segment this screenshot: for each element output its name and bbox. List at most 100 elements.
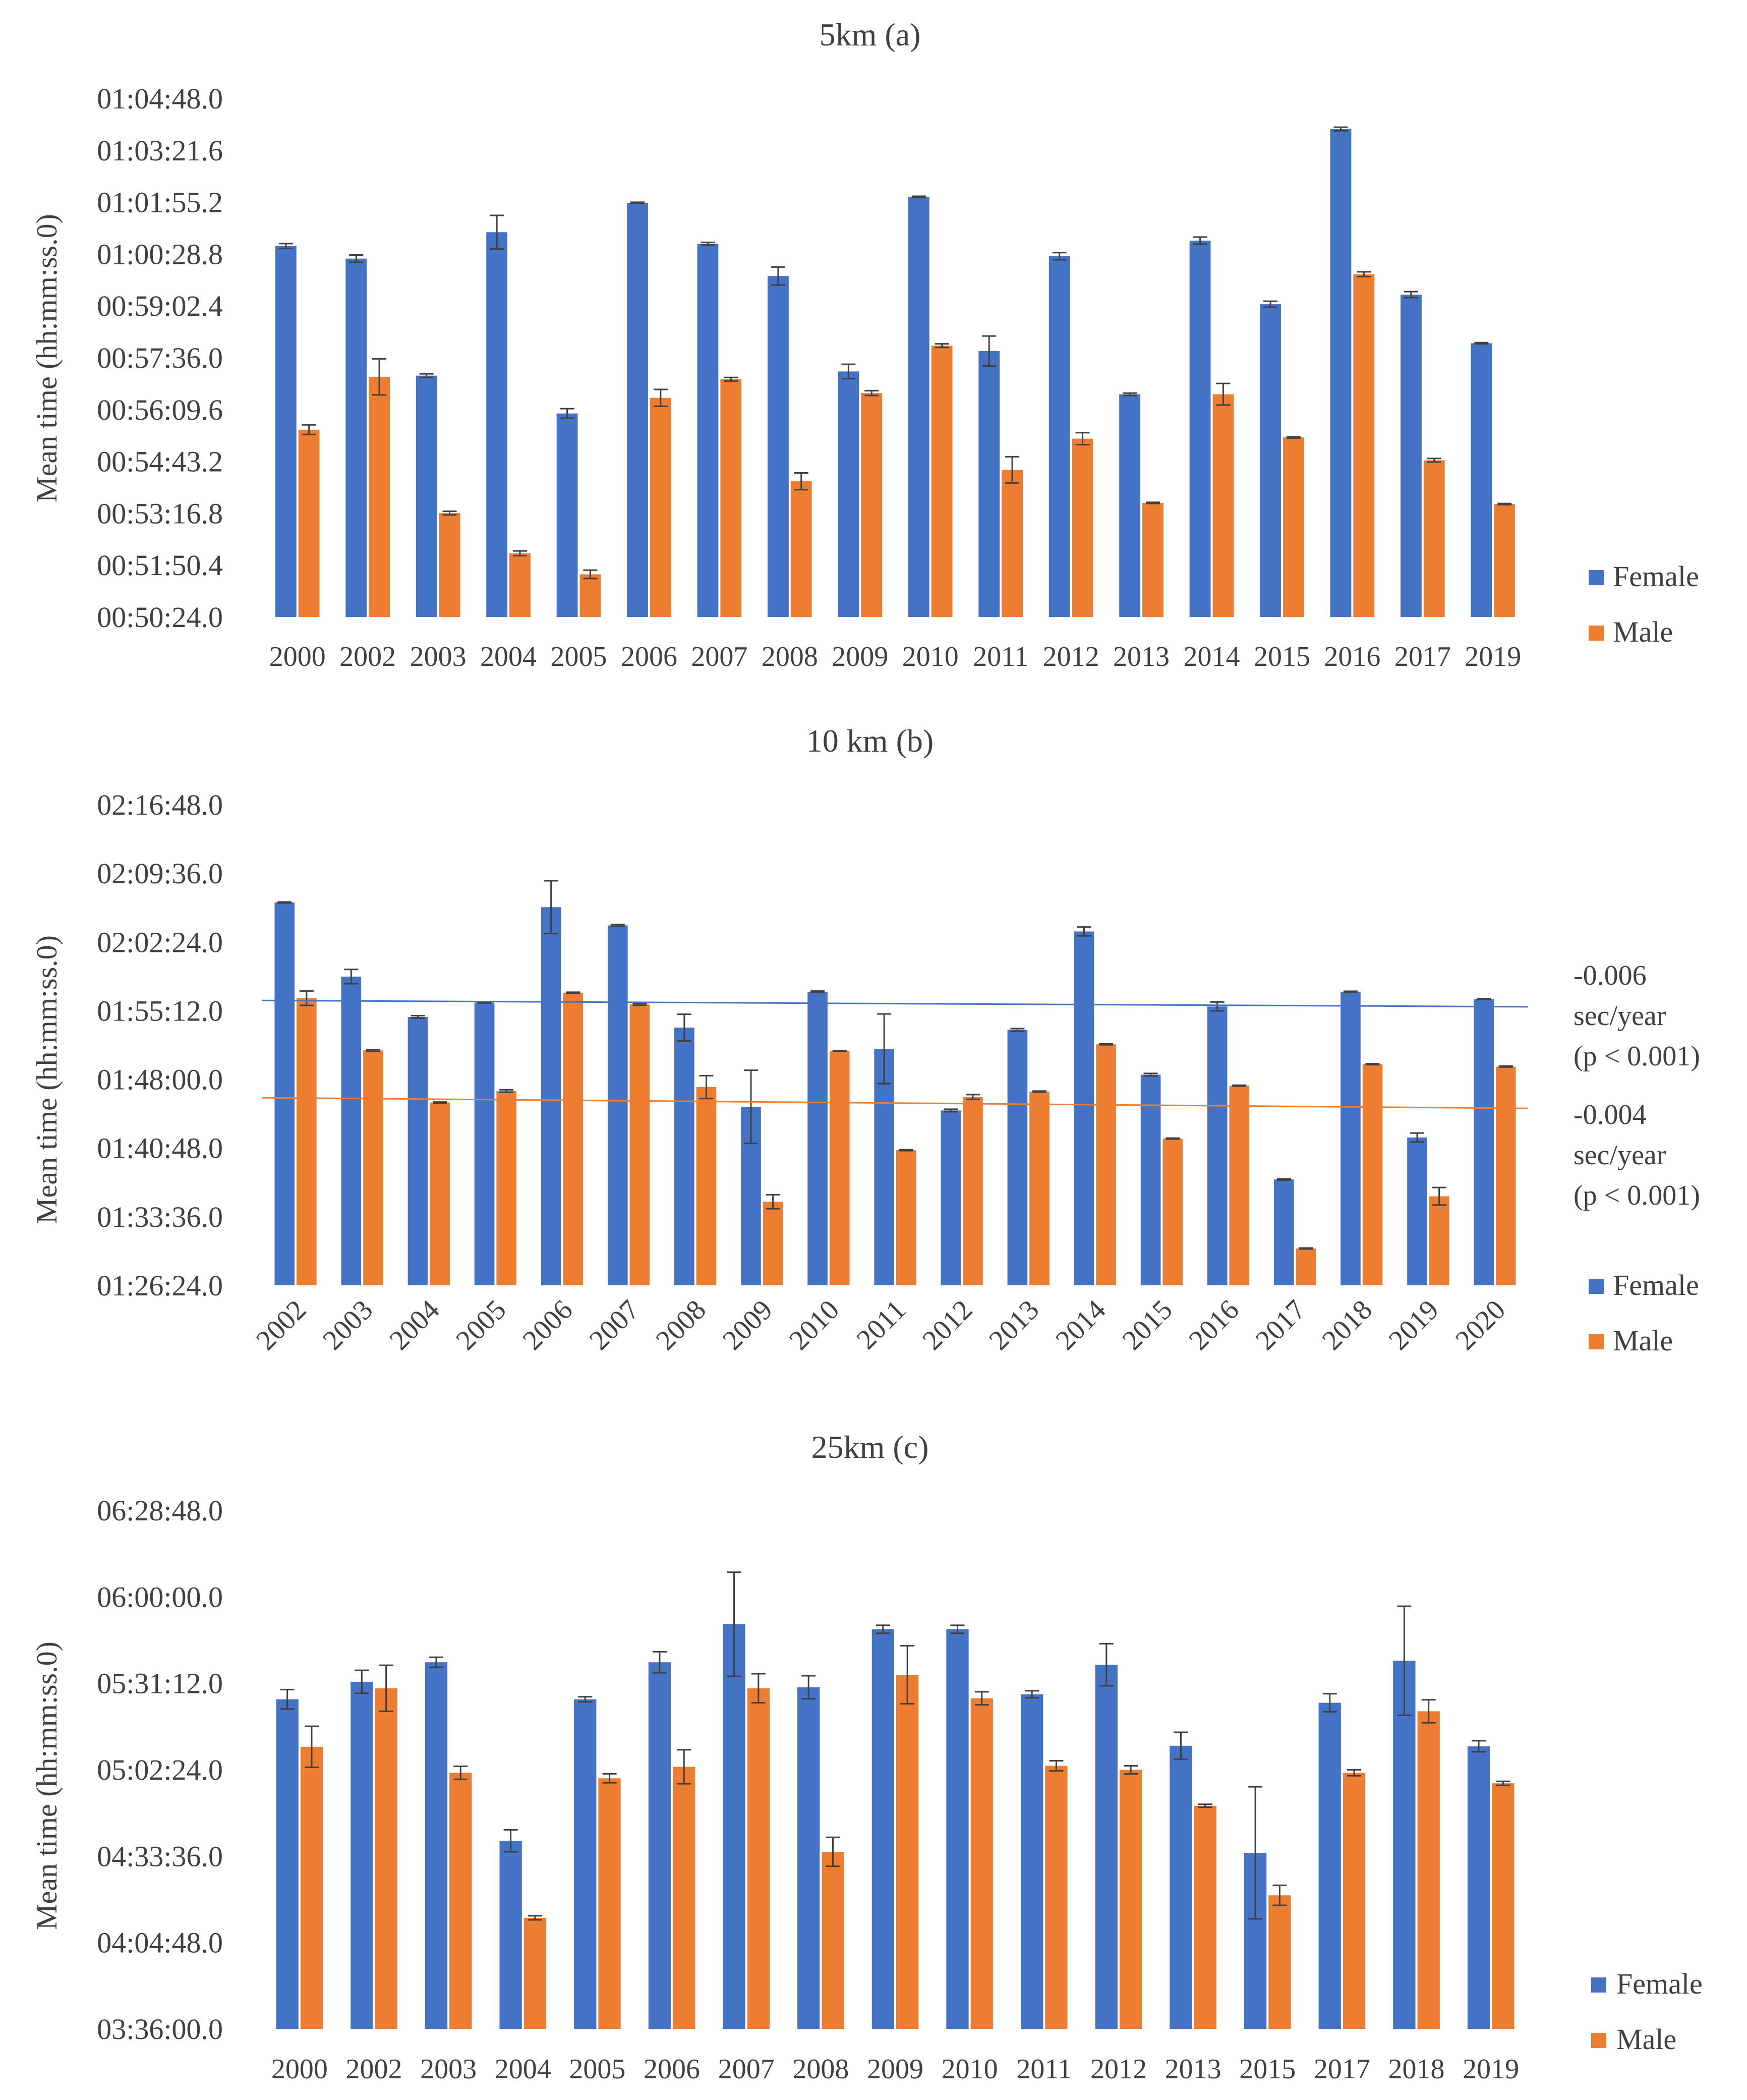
error-bar-female-2000 xyxy=(278,243,293,249)
error-bar-female-2009 xyxy=(841,363,856,380)
error-bar-male-2005 xyxy=(499,1089,514,1093)
error-bar-female-2006 xyxy=(544,880,558,935)
y-tick-labels: 03:36:00.0 04:04:48.0 04:33:36.0 05:02:24.0… xyxy=(97,1494,223,2046)
bar-male-2013 xyxy=(1142,502,1163,617)
error-bar-female-2016 xyxy=(1210,1001,1225,1012)
error-bar-male-2018 xyxy=(1421,1699,1436,1724)
bar-female-2007 xyxy=(723,1624,745,2029)
annotation-male-value: -0.004 xyxy=(1574,1099,1647,1130)
bar-male-2009 xyxy=(861,393,883,617)
error-bar-male-2010 xyxy=(832,1050,847,1052)
bar-male-2014 xyxy=(1212,394,1234,617)
bar-female-2019 xyxy=(1407,1137,1427,1285)
error-bar-male-2003 xyxy=(453,1765,468,1780)
bar-female-2005 xyxy=(574,1699,597,2029)
x-tick-labels: 2000 2002 2003 2004 2005 2006 2007 2008 2009 2010… xyxy=(269,641,1522,672)
y-tick-label: 00:53:16.8 xyxy=(97,497,223,530)
error-bar-male-2014 xyxy=(1216,382,1231,406)
error-bar-male-2013 xyxy=(1032,1090,1047,1093)
x-tick-label: 2015 xyxy=(1239,2054,1296,2085)
error-bar-male-2004 xyxy=(528,1915,542,1921)
trendline-female xyxy=(262,999,1529,1008)
y-tick-label: 02:02:24.0 xyxy=(97,926,223,958)
legend: Female Male xyxy=(1591,1967,1703,2056)
legend-swatch-male xyxy=(1591,2033,1606,2048)
x-tick-label: 2017 xyxy=(1314,2054,1370,2085)
bar-female-2016 xyxy=(1330,129,1352,617)
bar-male-2017 xyxy=(1343,1773,1366,2029)
annotation-male-unit: sec/year xyxy=(1574,1140,1666,1171)
error-bar-female-2011 xyxy=(877,1013,892,1085)
bar-female-2014 xyxy=(1189,240,1211,617)
x-tick-label: 2009 xyxy=(867,2054,923,2085)
bar-female-2003 xyxy=(416,375,437,617)
y-tick-label: 00:59:02.4 xyxy=(97,290,223,322)
y-tick-label: 01:01:55.2 xyxy=(97,186,223,219)
bar-male-2004 xyxy=(509,553,531,617)
x-tick-label: 2013 xyxy=(1165,2054,1221,2085)
y-tick-label: 00:51:50.4 xyxy=(97,549,223,582)
bar-male-2012 xyxy=(1072,438,1093,617)
error-bar-male-2009 xyxy=(864,389,879,396)
bar-female-2012 xyxy=(941,1110,961,1285)
bar-male-2010 xyxy=(829,1051,850,1285)
error-bar-male-2000 xyxy=(302,424,316,435)
error-bar-female-2004 xyxy=(411,1015,425,1019)
error-bar-female-2007 xyxy=(727,1571,741,1677)
legend-swatch-female xyxy=(1589,1279,1604,1294)
error-bar-male-2019 xyxy=(1432,1186,1446,1206)
error-bar-female-2016 xyxy=(1333,126,1348,132)
error-bar-female-2020 xyxy=(1477,997,1491,1000)
error-bar-male-2012 xyxy=(1075,432,1090,446)
error-bar-female-2002 xyxy=(349,254,364,263)
error-bar-female-2002 xyxy=(355,1669,369,1694)
bar-female-2004 xyxy=(499,1841,522,2029)
y-tick-label: 03:36:00.0 xyxy=(97,2013,223,2046)
trendline-male xyxy=(262,1097,1529,1109)
x-tick-label: 2018 xyxy=(1388,2054,1445,2085)
x-tick-label: 2008 xyxy=(792,2054,849,2085)
bar-female-2014 xyxy=(1074,931,1094,1285)
bar-male-2009 xyxy=(763,1202,783,1285)
bar-male-2002 xyxy=(297,998,317,1285)
bar-female-2013 xyxy=(1119,394,1141,617)
legend-label-male: Male xyxy=(1613,615,1673,648)
bar-male-2015 xyxy=(1268,1895,1291,2029)
error-bar-female-2009 xyxy=(876,1624,890,1634)
bar-male-2000 xyxy=(300,1746,323,2029)
y-tick-label: 05:02:24.0 xyxy=(97,1753,223,1786)
error-bar-male-2017 xyxy=(1427,458,1441,463)
x-tick-label: 2010 xyxy=(942,2054,998,2085)
error-bar-male-2005 xyxy=(602,1773,617,1784)
y-tick-label: 00:50:24.0 xyxy=(97,601,223,634)
bar-female-2009 xyxy=(838,371,859,617)
error-bar-male-2019 xyxy=(1497,502,1512,506)
error-bar-male-2002 xyxy=(379,1664,393,1712)
bar-male-2012 xyxy=(1119,1770,1142,2029)
bar-female-2008 xyxy=(674,1028,694,1285)
bar-male-2012 xyxy=(963,1097,983,1285)
y-tick-label: 02:16:48.0 xyxy=(97,788,223,821)
bar-female-2015 xyxy=(1260,304,1281,617)
bar-male-2011 xyxy=(1045,1766,1068,2029)
error-bar-male-2007 xyxy=(632,1003,647,1006)
x-tick-label: 2008 xyxy=(762,641,818,672)
x-tick-label: 2019 xyxy=(1465,641,1521,672)
error-bar-female-2010 xyxy=(911,195,926,198)
error-bar-female-2015 xyxy=(1143,1072,1158,1077)
error-bar-female-2008 xyxy=(677,1013,691,1042)
bar-female-2006 xyxy=(541,907,561,1285)
x-tick-label: 2003 xyxy=(410,641,467,672)
bar-male-2013 xyxy=(1194,1805,1216,2029)
bar-male-2006 xyxy=(650,398,671,617)
error-bar-male-2004 xyxy=(512,550,527,557)
bar-male-2003 xyxy=(449,1773,472,2029)
error-bar-male-2003 xyxy=(442,510,457,516)
bar-female-2006 xyxy=(648,1662,671,2029)
x-tick-label: 2012 xyxy=(1090,2054,1147,2085)
error-bar-male-2016 xyxy=(1357,271,1371,277)
bar-male-2018 xyxy=(1362,1064,1383,1285)
y-tick-label: 05:31:12.0 xyxy=(97,1667,223,1700)
x-tick-label: 2019 xyxy=(1463,2054,1519,2085)
error-bar-male-2013 xyxy=(1198,1803,1212,1808)
